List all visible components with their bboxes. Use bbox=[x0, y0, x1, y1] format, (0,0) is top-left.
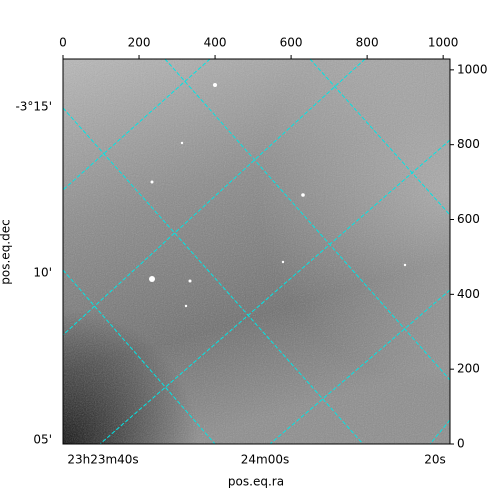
x-tick-label: 400 bbox=[204, 36, 227, 50]
x-tick-label: 800 bbox=[356, 36, 379, 50]
y-tick-label: 400 bbox=[457, 287, 480, 301]
dec-tick-label: -3°15' bbox=[15, 100, 52, 114]
y-tick-label: 200 bbox=[457, 362, 480, 376]
image bbox=[63, 59, 450, 444]
ra-tick-label: 20s bbox=[424, 453, 446, 467]
dec-tick-label: 10' bbox=[33, 266, 52, 280]
plot-frame bbox=[62, 58, 451, 445]
ra-tick-label: 23h23m40s bbox=[67, 453, 138, 467]
x-tick-label: 0 bbox=[59, 36, 67, 50]
dec-tick-label: 05' bbox=[33, 433, 52, 447]
y-axis-label: pos.eq.dec bbox=[0, 219, 13, 284]
y-tick-label: 1000 bbox=[457, 62, 488, 76]
x-axis-label: pos.eq.ra bbox=[228, 475, 284, 489]
x-tick-label: 600 bbox=[280, 36, 303, 50]
y-tick-label: 800 bbox=[457, 137, 480, 151]
y-tick-label: 0 bbox=[457, 437, 465, 451]
ra-tick-label: 24m00s bbox=[241, 453, 289, 467]
x-tick-label: 1000 bbox=[428, 36, 459, 50]
x-tick-label: 200 bbox=[128, 36, 151, 50]
y-tick-label: 600 bbox=[457, 212, 480, 226]
